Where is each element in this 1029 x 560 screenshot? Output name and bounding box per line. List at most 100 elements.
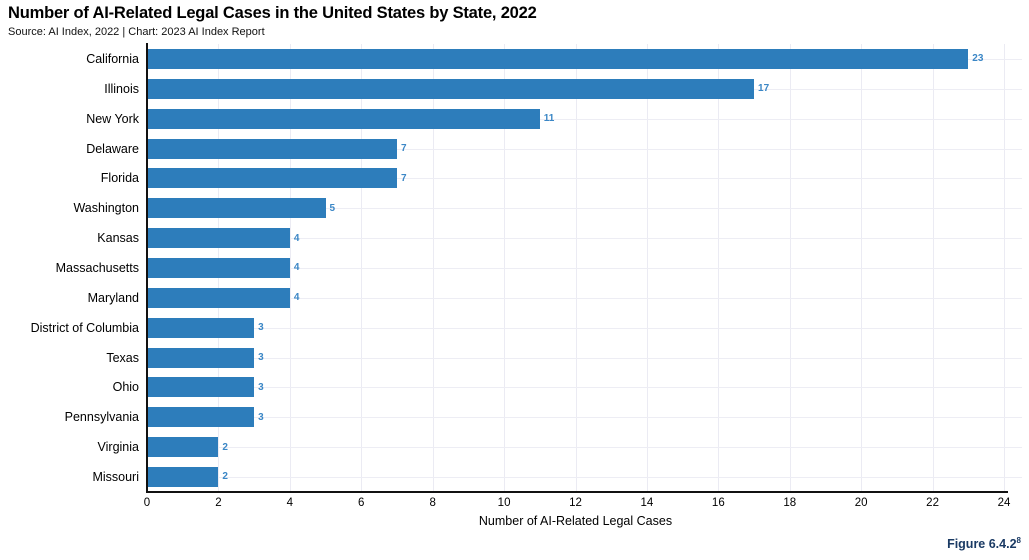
category-label: Illinois — [104, 81, 139, 96]
horizontal-gridline — [147, 417, 1022, 419]
bar — [147, 108, 540, 129]
bar-row: District of Columbia 3 — [0, 313, 1004, 343]
bar — [147, 78, 755, 99]
category-label: District of Columbia — [30, 320, 139, 335]
category-label: Ohio — [112, 380, 139, 395]
bar-value-label: 2 — [222, 471, 228, 483]
bar-track: 4 — [147, 283, 1004, 313]
category-label: New York — [86, 111, 139, 126]
x-axis-title: Number of AI-Related Legal Cases — [478, 514, 673, 528]
bar-track: 3 — [147, 313, 1004, 343]
horizontal-gridline — [147, 178, 1022, 180]
bar-row: Maryland 4 — [0, 283, 1004, 313]
x-tick-label: 6 — [358, 497, 365, 509]
x-tick-label: 16 — [711, 497, 725, 509]
bar-track: 7 — [147, 134, 1004, 164]
bar-value-label: 4 — [293, 232, 300, 244]
horizontal-gridline — [147, 238, 1022, 240]
bar-value-label: 3 — [258, 322, 264, 334]
bar-value-label: 5 — [329, 202, 336, 214]
bar — [147, 287, 290, 308]
bar-track: 3 — [147, 343, 1004, 373]
category-label: Washington — [73, 201, 139, 216]
bar-row: Texas 3 — [0, 343, 1004, 373]
bar — [147, 347, 255, 368]
category-label: California — [86, 51, 139, 66]
horizontal-gridline — [147, 357, 1022, 359]
horizontal-gridline — [147, 387, 1022, 389]
bar-row: Illinois 17 — [0, 74, 1004, 104]
x-axis-line — [146, 491, 1008, 493]
x-tick-label: 12 — [569, 497, 582, 509]
bar-value-label: 11 — [543, 113, 555, 125]
bar-track: 17 — [147, 74, 1004, 104]
bar-value-label: 4 — [293, 262, 300, 274]
bar — [147, 168, 397, 189]
x-tick-label: 14 — [640, 497, 654, 509]
bar-value-label: 17 — [758, 83, 770, 95]
bar — [147, 437, 219, 458]
bar-track: 3 — [147, 402, 1004, 432]
bar-value-label: 3 — [258, 352, 264, 364]
bar — [147, 138, 397, 159]
bar — [147, 377, 255, 398]
horizontal-gridline — [147, 268, 1022, 269]
bar-track: 23 — [147, 44, 1004, 74]
bar-track: 5 — [147, 193, 1004, 223]
category-label: Kansas — [97, 231, 139, 246]
bar-row: Pennsylvania 3 — [0, 402, 1004, 432]
x-tick-label: 18 — [783, 497, 797, 509]
bar-value-label: 7 — [400, 143, 407, 154]
chart-source-note: Source: AI Index, 2022 | Chart: 2023 AI … — [8, 26, 265, 38]
category-label: Florida — [100, 171, 139, 186]
bar-row: Virginia 2 — [0, 432, 1004, 462]
x-tick-label: 22 — [926, 497, 939, 509]
bar-row: Delaware 7 — [0, 134, 1004, 164]
bar — [147, 257, 290, 278]
bar-rows: California 23 Illinois 17 New York 11 Delaware… — [0, 44, 1004, 492]
category-label: Delaware — [86, 141, 139, 156]
bar-value-label: 2 — [222, 441, 228, 453]
bar — [147, 317, 255, 338]
horizontal-gridline — [147, 148, 1022, 150]
bar-value-label: 7 — [400, 172, 407, 184]
category-label: Texas — [106, 350, 139, 365]
y-axis-line — [146, 43, 148, 492]
x-axis-ticks: 0 2 4 6 8 10 12 14 16 18 20 22 24 — [143, 497, 1011, 511]
bar-row: California 23 — [0, 44, 1004, 74]
x-tick-label: 0 — [143, 497, 151, 509]
bar-row: New York 11 — [0, 104, 1004, 134]
x-tick-label: 4 — [286, 497, 294, 509]
category-label: Maryland — [87, 290, 139, 305]
category-label: Virginia — [97, 440, 139, 455]
horizontal-gridline — [147, 297, 1022, 299]
horizontal-gridline — [147, 327, 1022, 329]
bar-value-label: 4 — [293, 292, 300, 304]
x-tick-label: 20 — [854, 497, 868, 509]
x-tick-label: 2 — [215, 497, 222, 509]
bar — [147, 466, 219, 487]
bar — [147, 228, 290, 249]
bar-track: 2 — [147, 432, 1004, 462]
bar-value-label: 3 — [258, 411, 264, 423]
bar — [147, 198, 326, 219]
bar-value-label: 23 — [972, 53, 984, 65]
bar-track: 4 — [147, 223, 1004, 253]
figure-caption-text: Figure 6.4.2 — [947, 537, 1017, 552]
bar — [147, 407, 255, 428]
category-label: Massachusetts — [55, 260, 139, 275]
bar-row: Massachusetts 4 — [0, 253, 1004, 283]
bar-track: 2 — [147, 462, 1004, 492]
figure-caption-footnote-marker: 8 — [1016, 536, 1021, 545]
chart-title: Number of AI-Related Legal Cases in the … — [8, 4, 537, 22]
x-tick-label: 24 — [997, 497, 1011, 509]
category-label: Pennsylvania — [64, 410, 139, 425]
x-tick-label: 10 — [497, 497, 511, 509]
horizontal-gridline — [147, 447, 1022, 449]
bar-row: Kansas 4 — [0, 223, 1004, 253]
category-label: Missouri — [92, 469, 139, 484]
horizontal-gridline — [147, 118, 1022, 120]
bar-row: Ohio 3 — [0, 372, 1004, 402]
figure-caption: Figure 6.4.28 — [947, 536, 1021, 551]
